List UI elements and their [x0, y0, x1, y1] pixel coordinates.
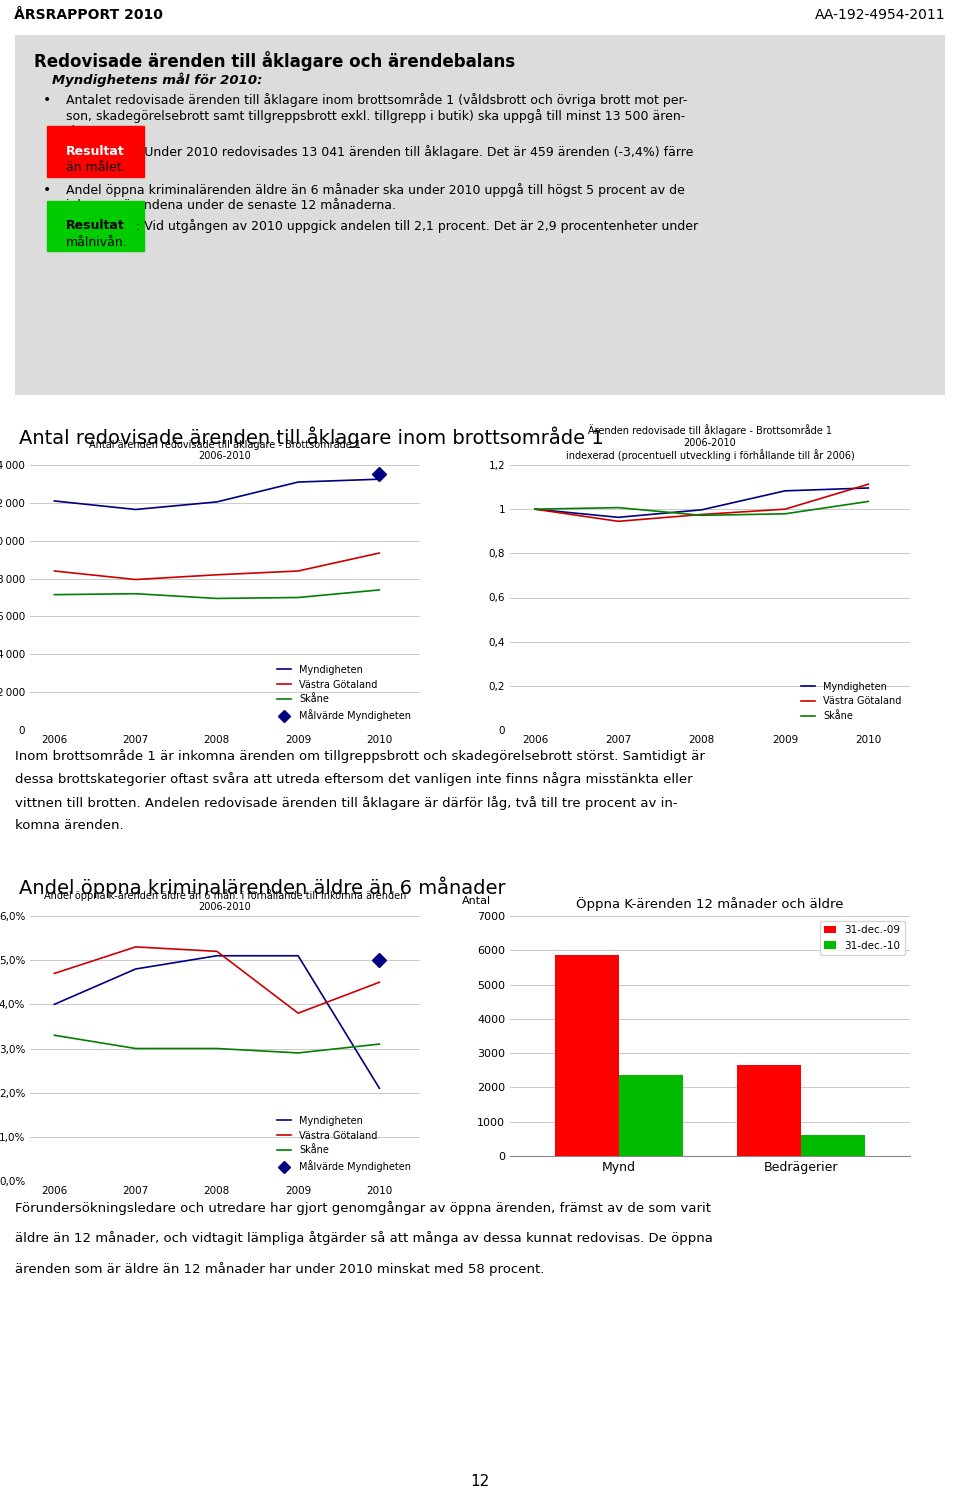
Bar	[801, 1136, 865, 1157]
Text: vittnen till brotten. Andelen redovisade ärenden till åklagare är därför låg, tv: vittnen till brotten. Andelen redovisade…	[15, 796, 678, 809]
Text: ÅRSRAPPORT 2010: ÅRSRAPPORT 2010	[14, 8, 163, 23]
Text: Antal: Antal	[462, 896, 492, 907]
Title: Öppna K-ärenden 12 månader och äldre: Öppna K-ärenden 12 månader och äldre	[576, 896, 844, 910]
Bar	[737, 1065, 801, 1157]
Legend: Myndigheten, Västra Götaland, Skåne, Målvärde Myndigheten: Myndigheten, Västra Götaland, Skåne, Mål…	[273, 1111, 415, 1176]
Text: målnivån.: målnivån.	[66, 236, 128, 248]
Text: komna ärenden.: komna ärenden.	[15, 820, 124, 832]
Text: äldre än 12 månader, och vidtagit lämpliga åtgärder så att många av dessa kunnat: äldre än 12 månader, och vidtagit lämpli…	[15, 1232, 713, 1245]
Text: Inom brottsområde 1 är inkomna ärenden om tillgreppsbrott och skadegörelsebrott : Inom brottsområde 1 är inkomna ärenden o…	[15, 749, 705, 763]
Legend: Myndigheten, Västra Götaland, Skåne, Målvärde Myndigheten: Myndigheten, Västra Götaland, Skåne, Mål…	[273, 660, 415, 725]
Text: •: •	[43, 93, 51, 107]
Text: dessa brottskategorier oftast svåra att utreda eftersom det vanligen inte finns : dessa brottskategorier oftast svåra att …	[15, 773, 692, 787]
Text: Förundersökningsledare och utredare har gjort genomgångar av öppna ärenden, främ: Förundersökningsledare och utredare har …	[15, 1202, 711, 1215]
Text: Andel öppna kriminalärenden äldre än 6 månader ska under 2010 uppgå till högst 5: Andel öppna kriminalärenden äldre än 6 m…	[66, 182, 685, 197]
Title: Andel öppna k-ärenden äldre än 6 mån. i förhållande till inkomna ärenden
2006-20: Andel öppna k-ärenden äldre än 6 mån. i …	[44, 889, 406, 913]
Text: Resultat: Resultat	[66, 220, 125, 232]
Text: ärenden som är äldre än 12 månader har under 2010 minskat med 58 procent.: ärenden som är äldre än 12 månader har u…	[15, 1262, 544, 1275]
Text: än målet.: än målet.	[66, 161, 126, 174]
Legend: Myndigheten, Västra Götaland, Skåne: Myndigheten, Västra Götaland, Skåne	[797, 678, 905, 725]
Text: Myndighetens mål för 2010:: Myndighetens mål för 2010:	[52, 72, 263, 87]
Title: Ärenden redovisade till åklagare - Brottsområde 1
2006-2010
indexerad (procentue: Ärenden redovisade till åklagare - Brott…	[565, 424, 854, 462]
Text: •: •	[43, 182, 51, 197]
Bar	[556, 955, 619, 1157]
Text: son, skadegörelsebrott samt tillgreppsbrott exkl. tillgrepp i butik) ska uppgå t: son, skadegörelsebrott samt tillgreppsbr…	[66, 108, 685, 123]
Text: : Under 2010 redovisades 13 041 ärenden till åklagare. Det är 459 ärenden (-3,4%: : Under 2010 redovisades 13 041 ärenden …	[136, 144, 693, 159]
Text: AA-192-4954-2011: AA-192-4954-2011	[815, 8, 946, 23]
Legend: 31-dec.-09, 31-dec.-10: 31-dec.-09, 31-dec.-10	[820, 922, 904, 955]
Text: Redovisade ärenden till åklagare och ärendebalans: Redovisade ärenden till åklagare och äre…	[34, 51, 515, 71]
Text: : Vid utgången av 2010 uppgick andelen till 2,1 procent. Det är 2,9 procentenhet: : Vid utgången av 2010 uppgick andelen t…	[136, 220, 698, 233]
Text: inkomna ärendena under de senaste 12 månaderna.: inkomna ärendena under de senaste 12 mån…	[66, 199, 396, 212]
Text: den.: den.	[66, 125, 94, 138]
Text: Resultat: Resultat	[66, 144, 125, 158]
Title: Antal ärenden redovisade till åklagare - Brottsområde 1
2006-2010: Antal ärenden redovisade till åklagare -…	[89, 438, 361, 462]
Text: 12: 12	[470, 1474, 490, 1489]
Bar	[619, 1075, 683, 1157]
Text: Andel öppna kriminalärenden äldre än 6 månader: Andel öppna kriminalärenden äldre än 6 m…	[19, 875, 506, 898]
Text: Antalet redovisade ärenden till åklagare inom brottsområde 1 (våldsbrott och övr: Antalet redovisade ärenden till åklagare…	[66, 93, 687, 107]
Text: Antal redovisade ärenden till åklagare inom brottsområde 1: Antal redovisade ärenden till åklagare i…	[19, 426, 604, 448]
